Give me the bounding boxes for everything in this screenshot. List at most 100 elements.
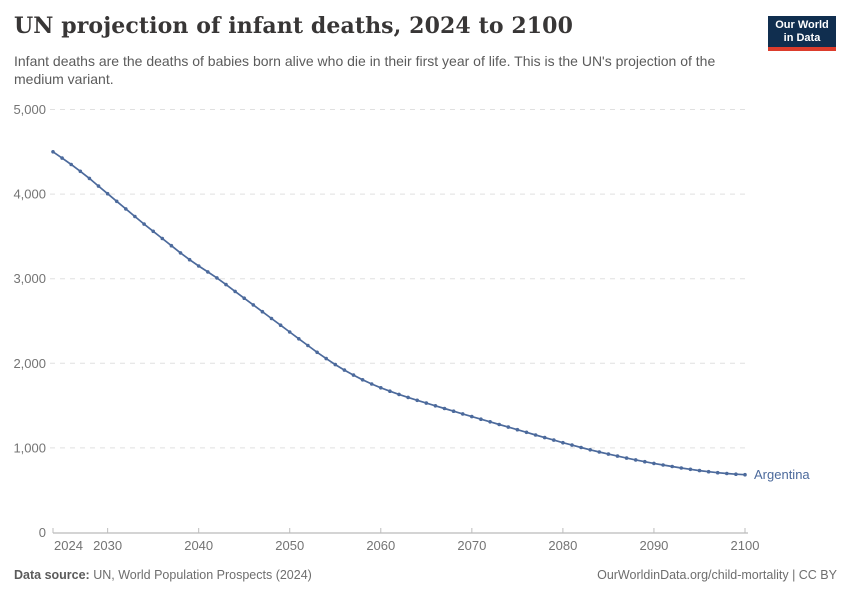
data-point bbox=[533, 433, 538, 437]
x-tick-label: 2040 bbox=[184, 538, 213, 553]
x-tick-label: 2024 bbox=[54, 538, 83, 553]
x-tick-label: 2070 bbox=[457, 538, 486, 553]
data-point bbox=[706, 469, 711, 474]
data-source-label: Data source: bbox=[14, 568, 90, 582]
data-point bbox=[388, 389, 392, 394]
y-tick-label: 5,000 bbox=[13, 102, 46, 117]
chart-subtitle: Infant deaths are the deaths of babies b… bbox=[14, 53, 716, 88]
logo-line1: Our World bbox=[775, 19, 829, 31]
data-point bbox=[451, 409, 456, 414]
data-point bbox=[169, 243, 174, 248]
data-point bbox=[87, 176, 92, 181]
data-point bbox=[251, 303, 256, 307]
data-point bbox=[360, 378, 365, 382]
x-tick-label: 2100 bbox=[731, 538, 760, 553]
data-point bbox=[287, 330, 292, 334]
y-tick-label: 1,000 bbox=[13, 440, 46, 455]
series-label-argentina: Argentina bbox=[754, 467, 810, 482]
data-point bbox=[142, 222, 146, 226]
data-point bbox=[206, 270, 210, 274]
data-point bbox=[615, 454, 620, 458]
data-point bbox=[406, 395, 410, 400]
data-point bbox=[424, 401, 429, 405]
data-point bbox=[278, 323, 283, 328]
data-point bbox=[60, 156, 64, 160]
data-point bbox=[643, 459, 647, 464]
data-point bbox=[151, 229, 155, 234]
data-point bbox=[315, 350, 319, 355]
data-point bbox=[187, 257, 192, 262]
data-point bbox=[306, 343, 310, 348]
data-point bbox=[297, 337, 301, 341]
data-point bbox=[133, 214, 137, 219]
y-tick-label: 2,000 bbox=[13, 356, 46, 371]
data-point bbox=[351, 373, 356, 377]
data-point bbox=[588, 448, 592, 452]
data-point bbox=[715, 470, 720, 475]
x-tick-label: 2030 bbox=[93, 538, 122, 553]
data-point bbox=[743, 472, 747, 477]
data-point bbox=[215, 276, 219, 280]
y-tick-label: 4,000 bbox=[13, 187, 46, 202]
data-point bbox=[233, 289, 237, 294]
data-point bbox=[542, 435, 547, 440]
data-point bbox=[633, 458, 638, 462]
data-point bbox=[105, 191, 110, 196]
data-point bbox=[196, 264, 201, 268]
data-point bbox=[269, 316, 274, 321]
data-series-line bbox=[52, 151, 746, 476]
data-point bbox=[688, 467, 693, 472]
data-point bbox=[224, 282, 228, 287]
data-point bbox=[69, 162, 73, 167]
data-point bbox=[333, 362, 338, 367]
data-point bbox=[78, 169, 83, 174]
credit-line: OurWorldinData.org/child-mortality | CC … bbox=[597, 568, 837, 582]
data-point bbox=[670, 464, 674, 469]
logo-line2: in Data bbox=[783, 31, 821, 44]
x-tick-label: 2060 bbox=[366, 538, 395, 553]
data-point bbox=[606, 452, 611, 456]
data-point bbox=[597, 450, 602, 454]
data-point bbox=[524, 430, 529, 435]
data-point bbox=[342, 368, 347, 372]
data-point bbox=[570, 443, 574, 447]
data-source: Data source: UN, World Population Prospe… bbox=[14, 568, 312, 582]
data-point bbox=[442, 406, 447, 411]
chart-title: UN projection of infant deaths, 2024 to … bbox=[14, 13, 573, 39]
data-point bbox=[561, 440, 565, 445]
x-tick-label: 2050 bbox=[275, 538, 304, 553]
data-point bbox=[552, 438, 556, 442]
data-point bbox=[379, 386, 383, 390]
data-point bbox=[661, 463, 665, 467]
y-tick-label: 3,000 bbox=[13, 271, 46, 286]
data-point bbox=[51, 150, 55, 154]
data-point bbox=[433, 404, 438, 408]
data-point bbox=[397, 392, 401, 397]
data-point bbox=[178, 251, 183, 255]
data-point bbox=[734, 472, 738, 477]
data-point bbox=[470, 414, 474, 419]
data-point bbox=[725, 471, 729, 476]
x-tick-label: 2080 bbox=[548, 538, 577, 553]
data-point bbox=[324, 356, 329, 361]
data-point bbox=[497, 422, 502, 427]
data-point bbox=[460, 412, 465, 416]
data-point bbox=[515, 427, 520, 432]
data-point bbox=[479, 417, 483, 422]
data-point bbox=[369, 382, 374, 386]
y-tick-label: 0 bbox=[39, 525, 46, 540]
data-point bbox=[652, 461, 656, 466]
data-point bbox=[260, 309, 265, 314]
x-tick-label: 2090 bbox=[639, 538, 668, 553]
owid-logo: Our World in Data bbox=[768, 16, 836, 51]
data-point bbox=[242, 296, 246, 301]
data-source-text: UN, World Population Prospects (2024) bbox=[89, 568, 312, 582]
data-point bbox=[96, 184, 101, 188]
data-point bbox=[506, 425, 511, 429]
data-point bbox=[488, 420, 492, 424]
data-point bbox=[160, 236, 165, 241]
data-point bbox=[579, 445, 583, 450]
data-point bbox=[114, 199, 119, 204]
chart-footer: Data source: UN, World Population Prospe… bbox=[14, 568, 837, 582]
